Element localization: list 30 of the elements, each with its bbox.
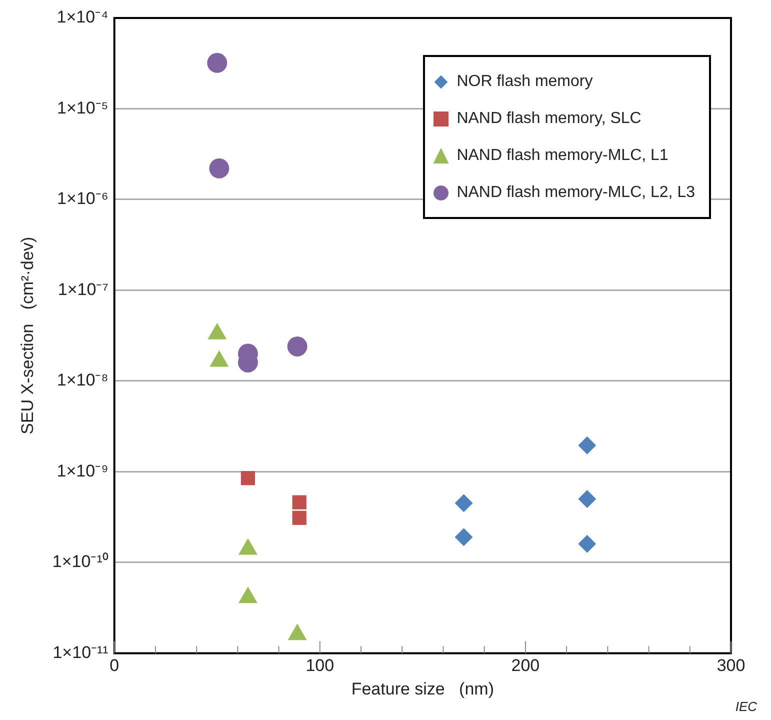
y-tick-label: 1×10⁻⁴ xyxy=(56,8,108,27)
point xyxy=(578,490,596,508)
x-tick-label: 200 xyxy=(511,656,540,676)
point xyxy=(292,495,306,510)
legend-label: NOR flash memory xyxy=(456,72,593,90)
y-tick-label: 1×10⁻⁷ xyxy=(58,280,108,299)
point xyxy=(209,158,230,178)
x-axis-title: Feature size (nm) xyxy=(351,679,494,698)
x-tick-label: 300 xyxy=(716,656,746,676)
y-tick-label: 1×10⁻⁹ xyxy=(56,461,108,480)
y-tick-label: 1×10⁻¹⁰ xyxy=(52,552,108,572)
legend-label: NAND flash memory-MLC, L1 xyxy=(456,146,668,164)
point xyxy=(454,494,473,512)
point xyxy=(287,336,308,356)
x-tick-label: 100 xyxy=(306,656,334,676)
point xyxy=(207,52,228,73)
point xyxy=(292,510,306,525)
y-axis-title: SEU X-section (cm²·dev) xyxy=(18,236,37,434)
legend-label: NAND flash memory, SLC xyxy=(456,110,642,128)
point xyxy=(454,528,473,546)
y-tick-label: 1×10⁻⁵ xyxy=(57,98,108,118)
y-tick-label: 1×10⁻⁶ xyxy=(57,189,108,208)
point xyxy=(578,534,596,553)
text: IEC xyxy=(735,699,757,714)
legend-label: NAND flash memory-MLC, L2, L3 xyxy=(456,184,695,202)
x-tick-label: 0 xyxy=(110,656,120,676)
y-tick-label: 1×10⁻¹¹ xyxy=(52,642,109,662)
point xyxy=(578,436,596,454)
y-tick-label: 1×10⁻⁸ xyxy=(56,370,108,390)
point xyxy=(240,471,256,486)
